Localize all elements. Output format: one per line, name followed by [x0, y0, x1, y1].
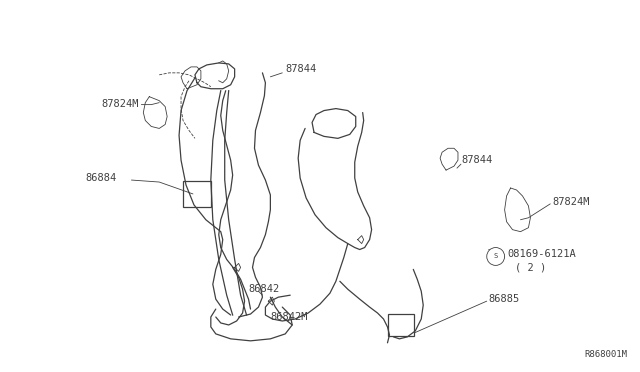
- Text: 08169-6121A: 08169-6121A: [508, 250, 577, 260]
- Text: 87844: 87844: [461, 155, 492, 165]
- Text: 86842M: 86842M: [270, 312, 308, 322]
- Text: 86842: 86842: [248, 284, 280, 294]
- Text: 87824M: 87824M: [552, 197, 589, 207]
- Bar: [388, 314, 414, 336]
- Circle shape: [487, 247, 504, 265]
- Text: ( 2 ): ( 2 ): [515, 262, 546, 272]
- Text: S: S: [493, 253, 498, 259]
- Bar: [183, 181, 211, 207]
- Text: R868001M: R868001M: [585, 350, 628, 359]
- Text: 86884: 86884: [86, 173, 117, 183]
- Text: 87844: 87844: [285, 64, 317, 74]
- Text: 86885: 86885: [489, 294, 520, 304]
- Text: 87824M: 87824M: [102, 99, 139, 109]
